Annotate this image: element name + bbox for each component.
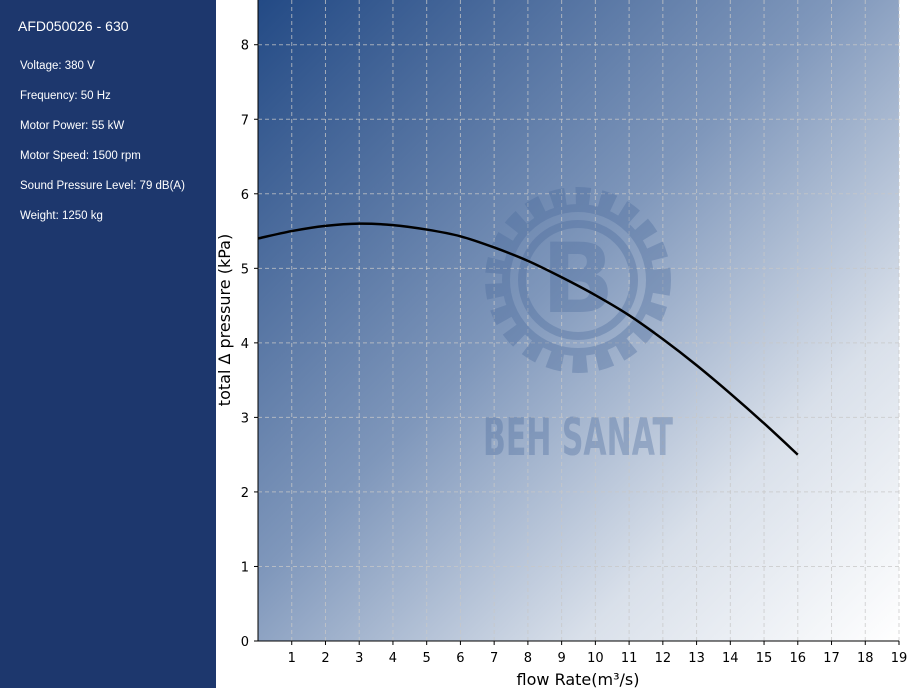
x-tick-label: 18 xyxy=(857,651,874,666)
y-tick-label: 8 xyxy=(241,39,249,54)
y-axis-label: total Δ pressure (kPa) xyxy=(216,234,234,406)
y-tick-label: 2 xyxy=(241,486,249,501)
y-tick-label: 7 xyxy=(241,113,249,128)
x-tick-label: 9 xyxy=(557,651,565,666)
beh-sanat-logo: B BEH SANAT xyxy=(483,187,673,468)
spec-motor-power: Motor Power: 55 kW xyxy=(20,120,125,132)
performance-chart: B BEH SANAT 1 2 3 4 5 6 7 8 9 10 11 12 13 14 15 16 17 18 1… xyxy=(216,0,908,688)
y-tick-label: 1 xyxy=(241,560,249,575)
y-tick-label: 6 xyxy=(241,188,249,203)
x-tick-label: 19 xyxy=(891,651,908,666)
y-tick-label: 4 xyxy=(241,337,249,352)
spec-voltage: Voltage: 380 V xyxy=(20,60,95,72)
x-tick-label: 12 xyxy=(655,651,672,666)
plot-area xyxy=(258,0,899,641)
y-tick-label: 5 xyxy=(241,262,249,277)
x-tick-label: 7 xyxy=(490,651,498,666)
x-tick-label: 8 xyxy=(524,651,532,666)
svg-text:B: B xyxy=(541,223,614,335)
pressure-curve xyxy=(257,222,799,456)
x-tick-label: 16 xyxy=(790,651,807,666)
sidebar: AFD050026 - 630 Voltage: 380 V Frequency… xyxy=(0,0,216,688)
x-tick-label: 11 xyxy=(621,651,638,666)
grid xyxy=(258,0,900,641)
x-tick-label: 1 xyxy=(288,651,296,666)
svg-text:BEH SANAT: BEH SANAT xyxy=(483,408,673,468)
x-tick-label: 10 xyxy=(587,651,604,666)
x-tick-label: 2 xyxy=(321,651,329,666)
spec-weight: Weight: 1250 kg xyxy=(20,210,103,222)
x-tick-label: 15 xyxy=(756,651,773,666)
product-title: AFD050026 - 630 xyxy=(18,18,129,34)
x-tick-label: 14 xyxy=(722,651,739,666)
x-axis-label: flow Rate(m³/s) xyxy=(517,670,640,688)
x-tick-label: 6 xyxy=(456,651,464,666)
x-tick-label: 3 xyxy=(355,651,363,666)
spec-motor-speed: Motor Speed: 1500 rpm xyxy=(20,150,141,162)
y-tick-label: 3 xyxy=(241,411,249,426)
spec-sound-level: Sound Pressure Level: 79 dB(A) xyxy=(20,180,185,192)
x-tick-label: 13 xyxy=(688,651,705,666)
x-tick-label: 4 xyxy=(389,651,397,666)
spec-frequency: Frequency: 50 Hz xyxy=(20,90,111,102)
x-tick-label: 5 xyxy=(423,651,431,666)
y-tick-label: 0 xyxy=(241,635,249,650)
x-tick-label: 17 xyxy=(823,651,840,666)
